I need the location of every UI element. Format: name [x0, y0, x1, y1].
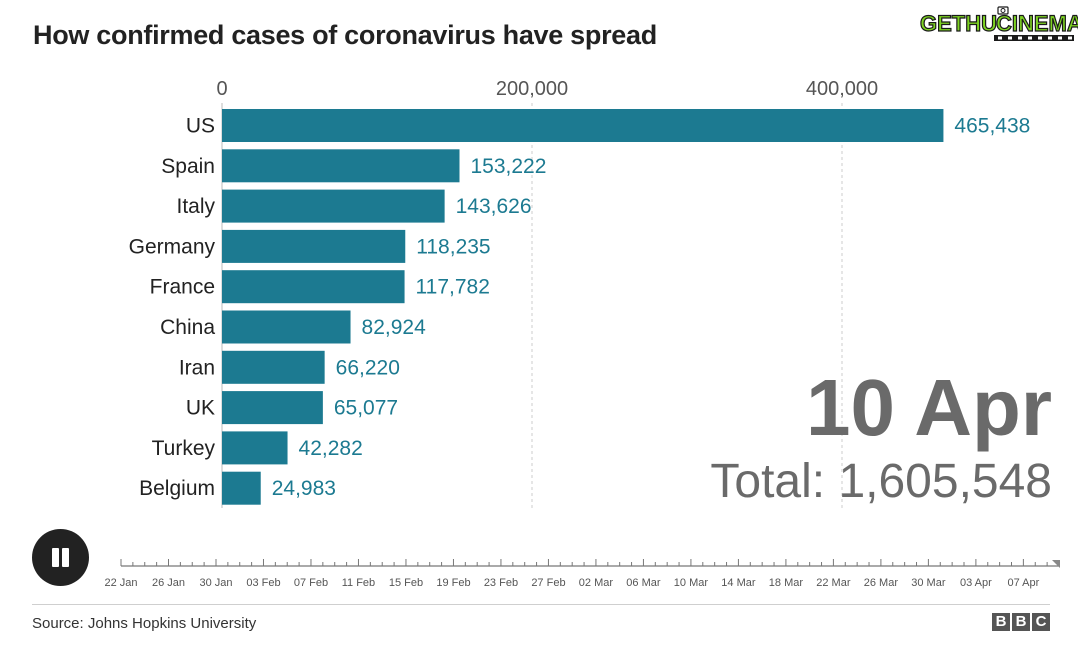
bar-chart: 0 200,000 400,000 US Spain Italy Germany Franc…	[129, 78, 1031, 508]
total-cases-label: Total: 1,605,548	[710, 455, 1052, 508]
value-label: 24,983	[272, 477, 336, 500]
category-label: Italy	[176, 195, 215, 218]
current-date-label: 10 Apr	[805, 363, 1052, 452]
bbc-letter: B	[992, 613, 1010, 631]
timeline-tick-label: 26 Jan	[152, 577, 185, 589]
category-label: China	[160, 316, 215, 339]
category-label: Spain	[161, 155, 215, 178]
value-label: 153,222	[470, 155, 546, 178]
bar	[222, 350, 325, 384]
x-tick-label: 200,000	[496, 78, 568, 100]
camera-icon	[997, 6, 1009, 15]
value-labels: 465,438 153,222 143,626 118,235 117,782 82,92…	[272, 115, 1031, 501]
timeline-tick-label: 19 Feb	[436, 577, 470, 589]
category-label: US	[186, 115, 215, 138]
value-label: 465,438	[954, 115, 1030, 138]
timeline-tick-label: 18 Mar	[769, 577, 804, 589]
timeline-tick-label: 07 Apr	[1007, 577, 1039, 589]
bar	[222, 189, 445, 223]
bar	[222, 149, 460, 183]
value-label: 143,626	[456, 195, 532, 218]
timeline-tick-label: 15 Feb	[389, 577, 423, 589]
logo-text-part1: GETHU	[920, 11, 997, 36]
x-tick-label: 0	[216, 78, 227, 100]
category-label: Turkey	[152, 437, 216, 460]
footer-divider	[32, 604, 1050, 605]
film-strip-icon	[994, 35, 1074, 41]
bar	[222, 270, 405, 304]
bar	[222, 310, 351, 344]
pause-button[interactable]	[32, 529, 89, 586]
bars	[222, 109, 944, 505]
timeline-tick-label: 22 Mar	[816, 577, 851, 589]
category-label: Germany	[129, 235, 216, 258]
logo-text-part2: CINEMA	[996, 11, 1078, 36]
timeline-tick-label: 11 Feb	[342, 577, 375, 589]
value-label: 117,782	[416, 276, 490, 299]
category-label: Belgium	[139, 477, 215, 500]
timeline-tick-labels: 22 Jan 26 Jan 30 Jan 03 Feb 07 Feb 11 Feb 15 F…	[104, 577, 1039, 589]
timeline-ticks	[120, 559, 1060, 566]
category-label: Iran	[179, 356, 215, 379]
bar	[222, 471, 261, 505]
timeline-tick-label: 14 Mar	[721, 577, 756, 589]
timeline-tick-label: 30 Jan	[199, 577, 232, 589]
timeline-tick-label: 10 Mar	[674, 577, 709, 589]
bar	[222, 391, 323, 425]
timeline-tick-label: 03 Apr	[960, 577, 992, 589]
x-tick-label: 400,000	[806, 78, 878, 100]
pause-icon	[52, 548, 59, 567]
bar	[222, 431, 288, 465]
timeline-tick-label: 06 Mar	[626, 577, 661, 589]
timeline-tick-label: 07 Feb	[294, 577, 328, 589]
x-axis-tick-labels: 0 200,000 400,000	[216, 78, 878, 100]
timeline-tick-label: 27 Feb	[531, 577, 565, 589]
bar	[222, 109, 944, 142]
value-label: 118,235	[416, 235, 490, 258]
bbc-letter: C	[1032, 613, 1050, 631]
value-label: 42,282	[299, 437, 363, 460]
category-labels: US Spain Italy Germany France China Iran UK Turk…	[129, 115, 216, 501]
pause-icon-bar	[62, 548, 69, 567]
timeline-tick-label: 26 Mar	[864, 577, 899, 589]
value-label: 65,077	[334, 397, 398, 420]
timeline-tick-label: 23 Feb	[484, 577, 518, 589]
category-label: UK	[186, 397, 215, 420]
gethu-cinema-logo: GETHU CINEMA	[919, 6, 1078, 41]
chart-title: How confirmed cases of coronavirus have …	[33, 20, 657, 50]
timeline-tick-label: 03 Feb	[246, 577, 280, 589]
source-note: Source: Johns Hopkins University	[32, 615, 257, 632]
timeline-tick-label: 30 Mar	[911, 577, 946, 589]
timeline-tick-label: 02 Mar	[579, 577, 614, 589]
timeline-tick-label: 22 Jan	[104, 577, 137, 589]
bar	[222, 229, 406, 263]
value-label: 66,220	[336, 356, 400, 379]
category-label: France	[150, 276, 215, 299]
value-label: 82,924	[362, 316, 427, 339]
bbc-letter: B	[1012, 613, 1030, 631]
timeline-handle	[1052, 560, 1060, 568]
